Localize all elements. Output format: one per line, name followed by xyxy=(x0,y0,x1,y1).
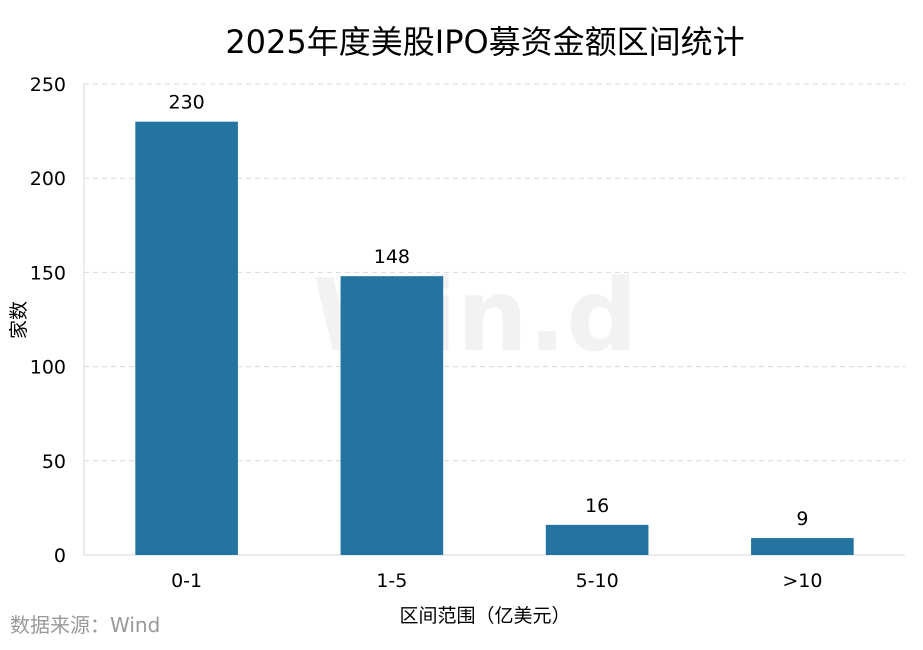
x-tick-label: 5-10 xyxy=(576,570,619,592)
data-label: 148 xyxy=(374,246,410,268)
data-labels-layer: 230 148 16 9 xyxy=(168,92,808,530)
bar xyxy=(340,276,444,555)
data-label: 230 xyxy=(168,92,204,114)
y-tick-label: 200 xyxy=(30,168,66,190)
bar xyxy=(545,524,649,555)
x-tick-labels: 0-1 1-5 5-10 >10 xyxy=(171,570,822,592)
bar xyxy=(751,538,854,555)
x-tick-label: >10 xyxy=(782,570,822,592)
y-axis-label: 家数 xyxy=(8,301,30,339)
y-tick-label: 0 xyxy=(54,545,66,567)
y-tick-label: 100 xyxy=(30,357,66,379)
data-label: 9 xyxy=(796,508,808,530)
y-tick-label: 50 xyxy=(42,451,66,473)
x-tick-label: 1-5 xyxy=(376,570,407,592)
x-axis-label: 区间范围（亿美元） xyxy=(399,605,570,627)
y-tick-label: 250 xyxy=(30,74,66,96)
source-note: 数据来源：Wind xyxy=(10,613,160,637)
y-tick-labels: 0 50 100 150 200 250 xyxy=(30,74,66,567)
bars-layer xyxy=(135,121,854,556)
y-tick-label: 150 xyxy=(30,262,66,284)
chart-title: 2025年度美股IPO募资金额区间统计 xyxy=(225,23,744,61)
bar xyxy=(135,121,238,556)
x-tick-label: 0-1 xyxy=(171,570,202,592)
data-label: 16 xyxy=(585,495,609,517)
